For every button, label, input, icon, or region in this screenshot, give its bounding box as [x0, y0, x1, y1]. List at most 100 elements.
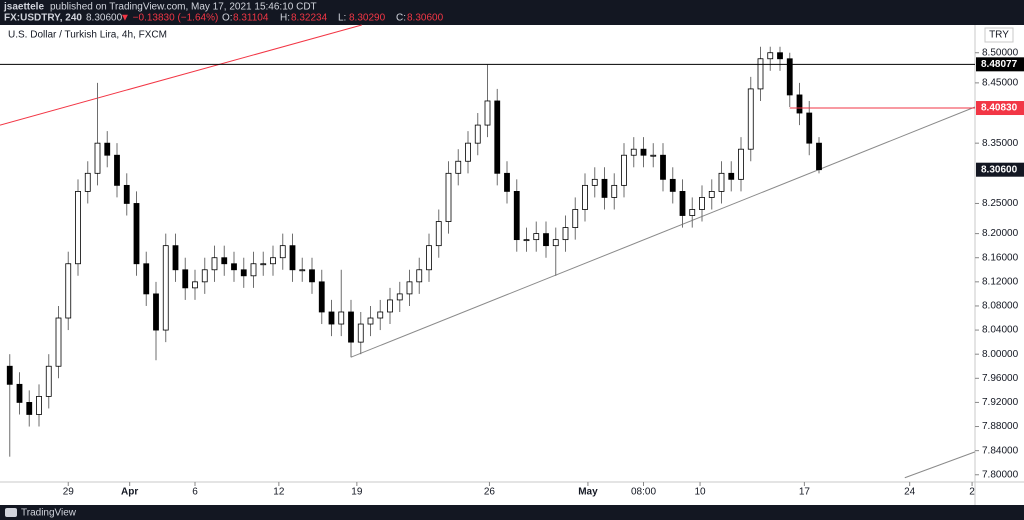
candle-body [104, 142, 111, 156]
author: jsaettele [3, 2, 44, 13]
currency-box [984, 27, 1014, 43]
change: ▼ −0.13830 (−1.64%) [120, 13, 218, 24]
candle-body [669, 178, 676, 192]
candle-body [396, 293, 403, 301]
candle-body [123, 184, 130, 204]
candle-body [426, 245, 432, 271]
y-tick-label: 7.96000 [982, 373, 1019, 384]
x-tick-label: 26 [484, 487, 496, 498]
y-tick-label: 8.08000 [982, 301, 1019, 312]
candle-body [260, 263, 267, 266]
trendline [904, 451, 976, 479]
candle-body [796, 94, 803, 114]
candle-body [533, 233, 540, 241]
candle-body [679, 191, 686, 216]
currency: TRY [989, 30, 1009, 41]
candle-body [75, 191, 81, 265]
candle-body [299, 269, 306, 272]
candle-body [84, 172, 91, 192]
price-label-box [976, 57, 1024, 72]
candle-body [494, 100, 501, 174]
candle-body [357, 323, 364, 343]
published: published on TradingView.com, May 17, 20… [50, 2, 317, 13]
symbol: FX:USDTRY, 240 [4, 13, 82, 24]
y-tick-label: 8.25000 [982, 198, 1019, 209]
candle-body [777, 52, 783, 60]
last-price: 8.30600 [86, 13, 123, 24]
candle-body [474, 124, 481, 144]
candle-body [582, 184, 588, 210]
y-tick-label: 8.35000 [982, 138, 1019, 149]
x-tick-label: 29 [63, 487, 75, 498]
candle-body [786, 58, 793, 96]
ohlc-label: O: [222, 13, 233, 24]
price-label: 8.30600 [981, 164, 1018, 175]
candle-body [36, 395, 42, 415]
candle-body [201, 269, 208, 283]
brand: TradingView [21, 508, 77, 519]
candle-body [367, 317, 374, 325]
x-tick-label: 24 [904, 487, 916, 498]
candle-body [484, 100, 491, 126]
candle-body [162, 245, 169, 331]
candle-body [562, 227, 569, 241]
y-tick-label: 8.12000 [982, 276, 1019, 287]
candle-body [465, 142, 471, 162]
candle-body [153, 293, 159, 331]
y-tick-label: 7.88000 [982, 421, 1019, 432]
candle-body [240, 269, 247, 277]
candle-body [455, 160, 462, 174]
candle-body [16, 383, 23, 403]
trendline [350, 106, 976, 358]
y-tick-label: 7.80000 [982, 469, 1019, 480]
candle-body [114, 154, 120, 186]
ohlc-value: 8.30290 [349, 13, 386, 24]
candle-body [699, 197, 705, 210]
candle-body [377, 311, 384, 319]
candle-body [221, 257, 228, 265]
candle-body [621, 154, 627, 186]
y-tick-label: 8.04000 [982, 325, 1019, 336]
candle-body [640, 148, 647, 156]
candle-body [94, 142, 101, 174]
candle-body [611, 184, 618, 198]
candle-body [55, 317, 62, 367]
candle-body [630, 148, 637, 156]
logo [5, 508, 17, 517]
candle-body [211, 257, 218, 271]
candle-body [513, 191, 520, 241]
x-tick-label: 6 [192, 487, 198, 498]
candle-body [250, 263, 257, 277]
candle-body [445, 172, 452, 222]
candle-body [6, 365, 13, 385]
price-label: 8.48077 [981, 59, 1018, 70]
x-tick-label: 2 [969, 487, 975, 498]
ohlc-label: L: [338, 13, 346, 24]
candle-body [738, 148, 744, 180]
candle-body [718, 172, 725, 192]
candle-body [231, 263, 237, 271]
y-tick-label: 8.00000 [982, 349, 1019, 360]
y-tick-label: 8.45000 [982, 78, 1019, 89]
candle-body [757, 58, 764, 90]
ohlc-label: H: [280, 13, 290, 24]
candle-body [767, 52, 774, 60]
x-tick-label: 17 [799, 487, 811, 498]
candle-body [406, 281, 413, 295]
candle-body [660, 154, 666, 180]
candle-body [816, 142, 822, 171]
candle-body [289, 245, 296, 271]
candle-body [708, 191, 715, 198]
candle-body [45, 365, 52, 397]
y-tick-label: 8.16000 [982, 252, 1019, 263]
x-tick-label: 08:00 [631, 487, 656, 498]
ohlc-value: 8.30600 [407, 13, 444, 24]
candle-body [650, 154, 657, 157]
ohlc-value: 8.32234 [291, 13, 328, 24]
y-tick-label: 7.84000 [982, 445, 1019, 456]
candle-body [338, 311, 345, 325]
candle-body [504, 172, 510, 192]
candle-body [416, 269, 423, 283]
